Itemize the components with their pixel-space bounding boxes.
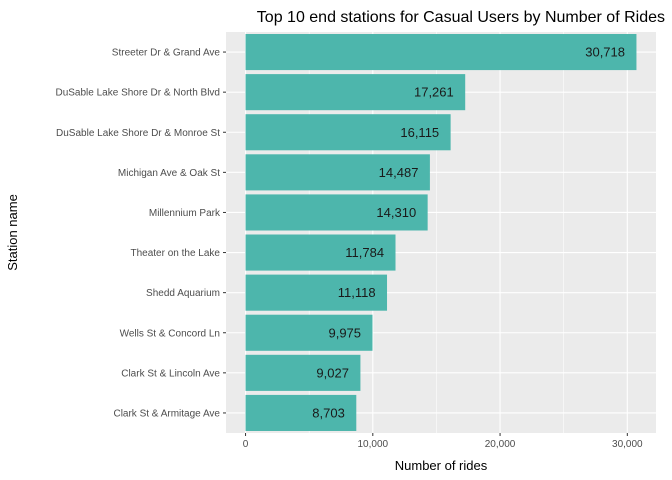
y-tick-label: Millennium Park bbox=[149, 208, 221, 219]
bar bbox=[245, 314, 373, 351]
y-tick-label: Shedd Aquarium bbox=[146, 288, 220, 299]
y-axis: Streeter Dr & Grand Ave DuSable Lake Shor… bbox=[55, 48, 226, 419]
y-tick-label: DuSable Lake Shore Dr & North Blvd bbox=[55, 88, 220, 99]
y-tick-label: Michigan Ave & Oak St bbox=[118, 168, 220, 179]
bar-value-label: 9,975 bbox=[328, 325, 361, 340]
y-tick-label: Streeter Dr & Grand Ave bbox=[112, 48, 221, 59]
bar bbox=[245, 194, 428, 231]
bar bbox=[245, 74, 466, 111]
bar bbox=[245, 234, 396, 271]
bars bbox=[245, 34, 637, 431]
y-tick-label: DuSable Lake Shore Dr & Monroe St bbox=[56, 128, 220, 139]
y-tick-label: Theater on the Lake bbox=[130, 248, 220, 259]
bar bbox=[245, 354, 361, 391]
y-tick-label: Wells St & Concord Ln bbox=[120, 328, 220, 339]
bar bbox=[245, 114, 451, 151]
bar-value-label: 17,261 bbox=[414, 85, 454, 100]
bar bbox=[245, 34, 637, 71]
bar-value-label: 14,487 bbox=[379, 165, 419, 180]
bar-value-label: 11,784 bbox=[345, 245, 384, 260]
x-tick-label: 30,000 bbox=[612, 439, 643, 450]
bar bbox=[245, 394, 357, 431]
y-tick-label: Clark St & Lincoln Ave bbox=[121, 368, 220, 379]
x-axis: 0 10,000 20,000 30,000 bbox=[243, 433, 643, 450]
x-axis-title: Number of rides bbox=[395, 458, 488, 473]
bar-value-label: 14,310 bbox=[376, 205, 416, 220]
bar-value-label: 16,115 bbox=[400, 125, 439, 140]
x-tick-label: 20,000 bbox=[485, 439, 516, 450]
bar-value-label: 8,703 bbox=[312, 405, 345, 420]
bar bbox=[245, 274, 388, 311]
x-tick-label: 10,000 bbox=[358, 439, 389, 450]
bar-value-label: 11,118 bbox=[338, 285, 376, 300]
bar-value-label: 30,718 bbox=[585, 45, 625, 60]
chart-title: Top 10 end stations for Casual Users by … bbox=[257, 9, 665, 26]
bar-value-label: 9,027 bbox=[316, 365, 349, 380]
bar bbox=[245, 154, 430, 191]
y-axis-title: Station name bbox=[5, 194, 20, 271]
x-tick-label: 0 bbox=[243, 439, 249, 450]
y-tick-label: Clark St & Armitage Ave bbox=[113, 408, 220, 419]
data-labels: 30,718 17,261 16,115 14,487 14,310 11,784 11,1… bbox=[312, 45, 625, 421]
